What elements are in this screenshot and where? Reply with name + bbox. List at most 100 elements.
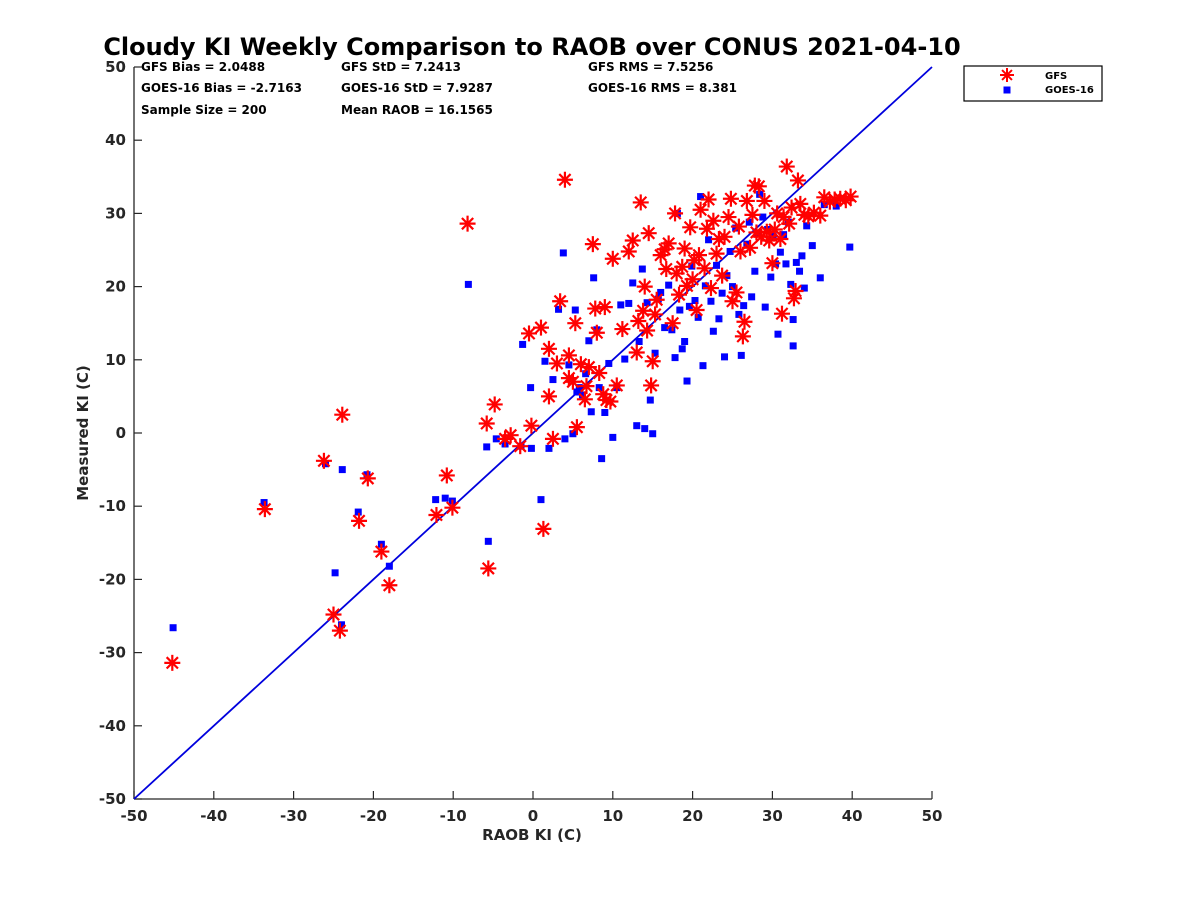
gfs-point: [676, 240, 693, 257]
legend-gfs-marker: [1000, 68, 1014, 82]
goes16-point: [808, 242, 816, 250]
gfs-point: [700, 191, 717, 208]
goes16-point: [617, 301, 625, 309]
legend-label-goes16: GOES-16: [1045, 85, 1094, 96]
y-tick-label: -20: [99, 570, 126, 588]
goes16-point: [561, 435, 569, 443]
gfs-point: [256, 501, 273, 518]
gfs-point: [523, 417, 540, 434]
goes16-point: [385, 562, 393, 570]
gfs-point: [604, 250, 621, 267]
goes16-point: [691, 297, 699, 305]
goes16-point: [846, 243, 854, 251]
goes16-point: [707, 297, 715, 305]
goes16-point: [629, 279, 637, 287]
gfs-point: [635, 302, 652, 319]
goes16-point: [683, 377, 691, 385]
goes16-point: [671, 354, 679, 362]
goes16-point: [432, 496, 440, 504]
gfs-point: [584, 236, 601, 253]
gfs-point: [789, 172, 806, 189]
x-tick-label: -10: [440, 807, 467, 825]
goes16-point: [527, 384, 535, 392]
gfs-point: [640, 225, 657, 242]
legend-box: [963, 65, 1103, 102]
x-tick-label: 0: [528, 807, 538, 825]
goes16-point: [354, 508, 362, 516]
chart-title: Cloudy KI Weekly Comparison to RAOB over…: [103, 33, 960, 61]
stat-goes-rms: GOES-16 RMS = 8.381: [588, 81, 737, 95]
goes16-point: [565, 361, 573, 369]
goes16-point: [740, 302, 748, 310]
stat-gfs-std: GFS StD = 7.2413: [341, 60, 461, 74]
y-axis-label: Measured KI (C): [74, 365, 92, 501]
gfs-point: [842, 188, 859, 205]
x-tick-label: -20: [360, 807, 387, 825]
x-axis-label: RAOB KI (C): [482, 826, 582, 844]
stat-mean-raob: Mean RAOB = 16.1565: [341, 103, 493, 117]
gfs-point: [428, 506, 445, 523]
goes16-point: [718, 289, 726, 297]
goes16-point: [492, 435, 500, 443]
gfs-point: [742, 239, 759, 256]
gfs-point: [596, 299, 613, 316]
goes16-point: [688, 262, 696, 270]
goes16-point: [767, 273, 775, 281]
gfs-point: [787, 282, 804, 299]
gfs-point: [716, 228, 733, 245]
gfs-point: [692, 201, 709, 218]
gfs-point: [334, 406, 351, 423]
gfs-point: [714, 267, 731, 284]
goes16-point: [792, 258, 800, 266]
gfs-point: [564, 373, 581, 390]
gfs-point: [696, 260, 713, 277]
y-tick-label: -50: [99, 790, 126, 808]
gfs-point: [702, 280, 719, 297]
gfs-point: [548, 355, 565, 372]
gfs-point: [647, 306, 664, 323]
stat-goes-bias: GOES-16 Bias = -2.7163: [141, 81, 302, 95]
gfs-point: [608, 377, 625, 394]
gfs-point: [373, 543, 390, 560]
gfs-point: [331, 622, 348, 639]
y-tick-label: 30: [105, 204, 126, 222]
legend-markers: [1000, 68, 1014, 94]
gfs-point: [644, 353, 661, 370]
goes16-point: [796, 267, 804, 275]
y-tick-label: -10: [99, 497, 126, 515]
gfs-point: [567, 315, 584, 332]
y-tick-label: -40: [99, 717, 126, 735]
goes16-point: [789, 316, 797, 324]
goes16-point: [751, 267, 759, 275]
goes16-point: [519, 340, 527, 348]
goes16-point: [726, 247, 734, 255]
goes16-point: [699, 362, 707, 370]
gfs-point: [682, 219, 699, 236]
gfs-point: [532, 319, 549, 336]
goes16-point: [737, 351, 745, 359]
gfs-point: [736, 313, 753, 330]
gfs-point: [552, 293, 569, 310]
x-tick-label: -30: [280, 807, 307, 825]
gfs-point: [744, 206, 761, 223]
goes16-point: [337, 621, 345, 629]
x-tick-label: 10: [602, 807, 623, 825]
goes16-point: [441, 494, 449, 502]
gfs-point: [556, 171, 573, 188]
goes16-point: [578, 391, 586, 399]
gfs-point: [624, 232, 641, 249]
goes16-point: [641, 425, 649, 433]
goes16-point: [582, 370, 590, 378]
goes16-point: [705, 236, 713, 244]
goes16-point: [635, 338, 643, 345]
goes16-point: [729, 283, 736, 291]
goes16-point: [685, 302, 693, 310]
gfs-point: [667, 205, 684, 222]
goes16-point: [621, 355, 629, 363]
gfs-point: [690, 247, 707, 264]
gfs-point: [772, 231, 789, 248]
gfs-point: [540, 388, 557, 405]
gfs-point: [444, 499, 461, 516]
goes16-point: [555, 305, 563, 313]
gfs-point: [560, 347, 577, 364]
